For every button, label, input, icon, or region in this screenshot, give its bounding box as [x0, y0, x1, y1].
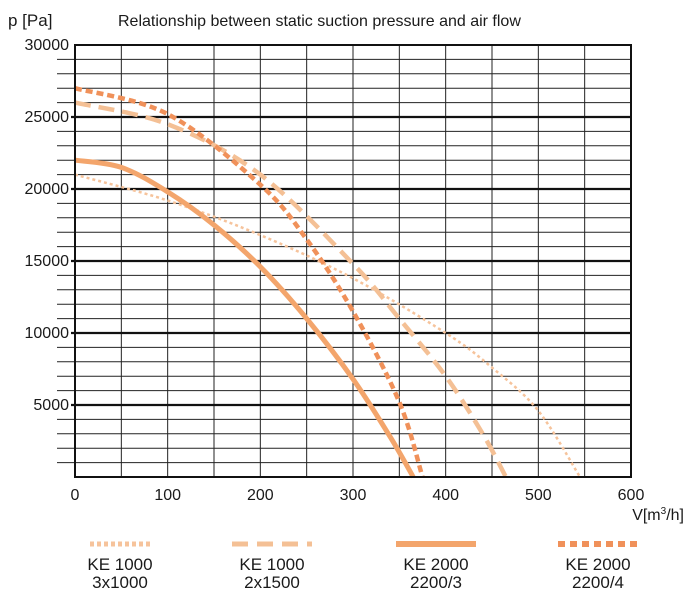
chart-title: Relationship between static suction pres…: [118, 13, 521, 30]
x-tick-label: 300: [340, 487, 367, 504]
y-tick-label: 15000: [25, 253, 70, 270]
chart: p [Pa] Relationship between static sucti…: [8, 11, 684, 524]
legend-label-line1: KE 2000: [403, 555, 469, 574]
legend-swatch-dotted: [90, 541, 150, 547]
legend-label-line1: KE 1000: [239, 555, 305, 574]
x-axis-label: V[m3/h]: [632, 506, 684, 524]
legend-item-ke2000-2200-4: KE 2000 2200/4: [538, 540, 658, 592]
y-tick-label: 25000: [25, 109, 70, 126]
series-line-1: [74, 173, 582, 478]
x-tick-label: 200: [247, 487, 274, 504]
legend-label-line1: KE 1000: [87, 555, 153, 574]
x-tick-label: 500: [525, 487, 552, 504]
legend-item-ke1000-3x1000: KE 1000 3x1000: [60, 540, 180, 592]
series-line-2: [74, 100, 508, 479]
series-lines: [74, 86, 582, 479]
legend-label-line2: 3x1000: [92, 573, 148, 592]
y-tick-labels: 5000 10000 15000 20000 25000 30000: [25, 37, 70, 414]
legend-label-line2: 2200/4: [572, 573, 624, 592]
y-axis-label: p [Pa]: [8, 11, 52, 30]
x-tick-label: 400: [432, 487, 459, 504]
legend-item-ke1000-2x1500: KE 1000 2x1500: [212, 540, 332, 592]
legend-swatch-dashed: [232, 541, 312, 547]
y-tick-label: 5000: [33, 397, 69, 414]
x-tick-label: 100: [154, 487, 181, 504]
series-line-4: [74, 86, 425, 478]
legend-label-line2: 2x1500: [244, 573, 300, 592]
legend-swatch-solid: [396, 541, 476, 547]
legend-swatch-dotted-heavy: [558, 541, 638, 547]
legend-item-ke2000-2200-3: KE 2000 2200/3: [376, 540, 496, 592]
series-line-3: [74, 157, 416, 479]
legend-label-line2: 2200/3: [410, 573, 462, 592]
x-tick-labels: 0 100 200 300 400 500 600: [71, 487, 645, 504]
legend-label-line1: KE 2000: [565, 555, 631, 574]
x-tick-label: 0: [71, 487, 80, 504]
plot-frame: [74, 44, 632, 478]
y-tick-label: 20000: [25, 181, 70, 198]
x-tick-label: 600: [618, 487, 645, 504]
y-tick-label: 10000: [25, 325, 70, 342]
y-tick-label: 30000: [25, 37, 70, 54]
